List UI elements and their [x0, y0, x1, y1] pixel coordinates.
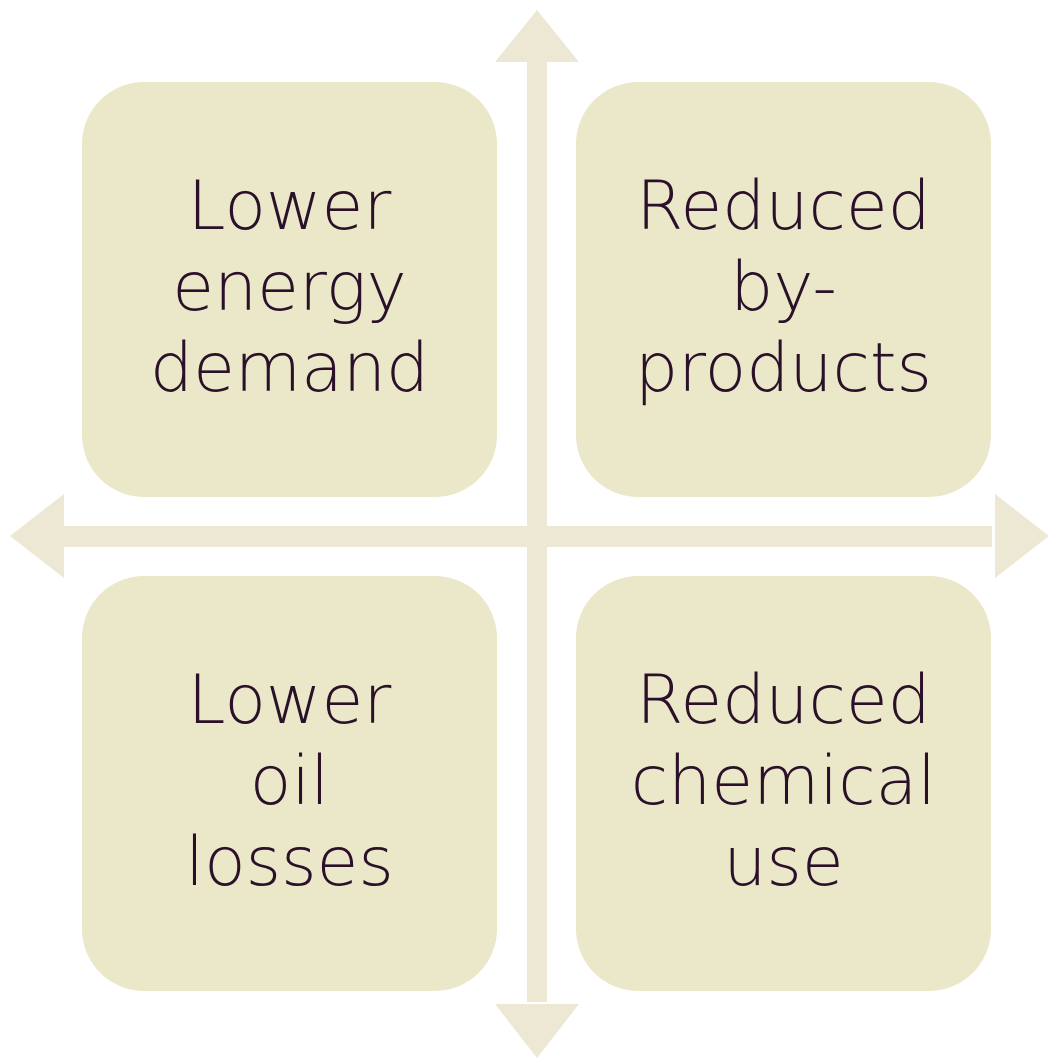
box-label-line: Lower: [188, 167, 392, 246]
box-label-line: losses: [185, 823, 394, 902]
quadrants: LowerenergydemandReducedby-productsLower…: [82, 82, 991, 991]
box: [82, 82, 497, 497]
box-label-line: energy: [172, 248, 407, 327]
arrow-left: [10, 494, 64, 578]
box-label-line: oil: [250, 742, 329, 821]
horizontal-axis: [58, 526, 992, 547]
box: [576, 576, 991, 991]
box-label-line: use: [723, 823, 843, 902]
arrow-up: [495, 10, 579, 62]
box-label-line: Lower: [188, 661, 392, 740]
box-label-line: Reduced: [636, 167, 931, 246]
arrow-right: [995, 494, 1049, 578]
axes: [10, 10, 1049, 1058]
box-label-line: Reduced: [636, 661, 931, 740]
arrow-down: [495, 1004, 579, 1058]
box-label-line: by-: [730, 248, 837, 327]
box: [576, 82, 991, 497]
box-label-line: demand: [150, 329, 429, 408]
box-label-line: chemical: [631, 742, 936, 821]
box: [82, 576, 497, 991]
box-label-line: products: [635, 329, 932, 408]
